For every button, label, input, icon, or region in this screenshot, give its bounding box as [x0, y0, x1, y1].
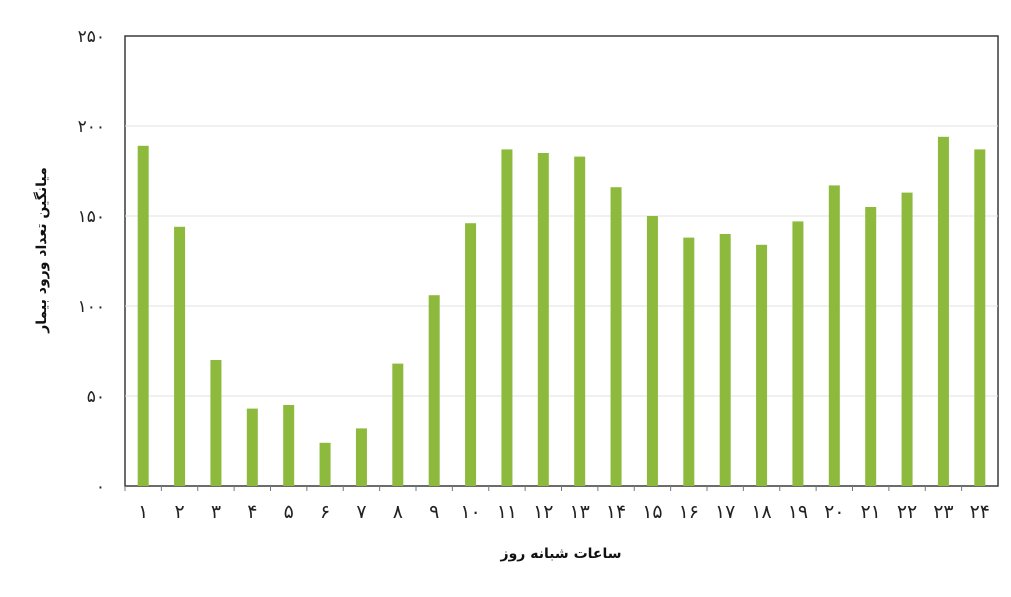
bar — [392, 363, 404, 486]
x-tick-label: ۷ — [356, 501, 366, 523]
x-axis-title: ساعات شبانه روز — [500, 546, 622, 562]
x-tick-label: ۱۴ — [606, 501, 626, 523]
x-tick-label: ۱۲ — [533, 501, 553, 523]
gridlines — [125, 125, 998, 397]
bar — [610, 187, 622, 486]
x-tick-label: ۲۰ — [824, 501, 844, 523]
y-axis-ticks: ۰ ۵۰ ۱۰۰ ۱۵۰ ۲۰۰ ۲۵۰ — [78, 27, 105, 497]
x-tick-label: ۶ — [320, 501, 330, 523]
bar — [792, 221, 804, 486]
y-tick-label: ۱۵۰ — [78, 207, 105, 227]
y-tick-label: ۵۰ — [87, 387, 105, 407]
bar — [574, 156, 586, 486]
x-tick-label: ۲ — [174, 501, 184, 523]
x-tick-label: ۴ — [247, 501, 257, 523]
bar — [210, 360, 222, 486]
x-tick-label: ۲۱ — [860, 501, 880, 523]
y-tick-label: ۱۰۰ — [78, 297, 105, 317]
x-tick-label: ۱۸ — [751, 501, 771, 523]
bar — [319, 442, 331, 486]
x-tick-label: ۲۴ — [970, 501, 990, 523]
bar — [501, 149, 513, 486]
bar — [355, 428, 367, 486]
bar — [465, 223, 477, 486]
bar — [283, 405, 295, 486]
x-tick-label: ۱۹ — [788, 501, 808, 523]
bar — [137, 145, 149, 487]
x-tick-label: ۳ — [211, 501, 221, 523]
bar — [865, 207, 877, 486]
plot-area — [124, 35, 999, 487]
x-axis-ticks: ۱ ۲ ۳ ۴ ۵ ۶ ۷ ۸ ۹ ۱۰ ۱۱ ۱۲ ۱۳ ۱۴ ۱۵ ۱۶ ۱۷ ۱۸ ۱۹ ۲۰ ۲۱ ۲۲ ۲۳ ۲۴ — [124, 486, 990, 523]
x-tick-label: ۱۱ — [497, 501, 517, 523]
y-tick-label: ۲۵۰ — [78, 27, 105, 47]
bar — [683, 237, 695, 486]
bar — [646, 216, 658, 486]
y-axis-title: میانگین تعداد ورود بیمار — [33, 167, 50, 334]
x-tick-label: ۸ — [393, 501, 403, 523]
x-tick-label: ۱۶ — [679, 501, 699, 523]
bar — [174, 226, 186, 487]
x-tick-label: ۱ — [138, 501, 148, 523]
bar — [756, 244, 768, 486]
bar — [537, 153, 549, 486]
bar — [246, 408, 258, 486]
x-tick-label: ۹ — [429, 501, 439, 523]
x-tick-label: ۲۲ — [897, 501, 917, 523]
bar — [719, 234, 731, 486]
bars — [137, 136, 986, 487]
y-tick-label: ۲۰۰ — [78, 117, 105, 137]
bar — [428, 295, 440, 486]
x-tick-label: ۱۰ — [460, 501, 480, 523]
x-tick-label: ۵ — [284, 501, 294, 523]
x-tick-label: ۱۷ — [715, 501, 735, 523]
x-tick-label: ۲۳ — [933, 501, 953, 523]
x-tick-label: ۱۳ — [569, 501, 589, 523]
x-tick-label: ۱۵ — [642, 501, 662, 523]
bar — [974, 149, 986, 486]
bar — [901, 192, 913, 486]
bar — [828, 185, 840, 486]
bar — [937, 136, 949, 487]
y-tick-label: ۰ — [96, 477, 105, 497]
